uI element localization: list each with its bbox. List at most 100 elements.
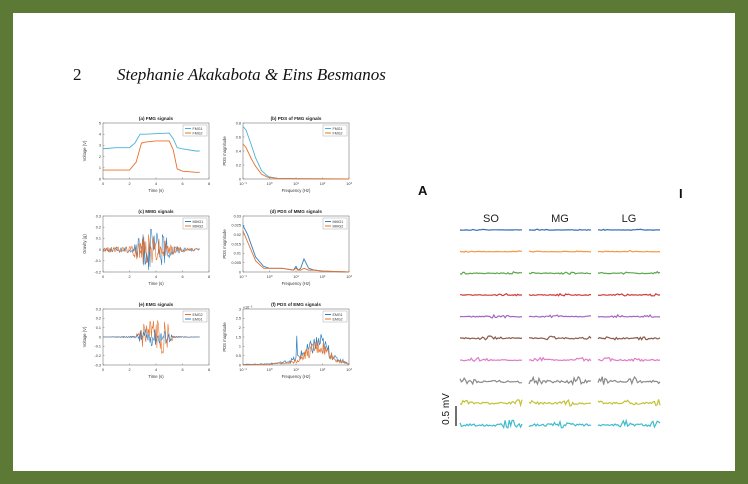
y-tick-label: 1.5 bbox=[236, 335, 241, 339]
trace-2-mg bbox=[528, 250, 592, 253]
panel-d-xlabel: Frequency (Hz) bbox=[282, 281, 311, 286]
legend-label: MMG1 bbox=[333, 220, 344, 224]
panel-b-xlabel: Frequency (Hz) bbox=[282, 188, 311, 193]
y-tick-label: 0.5 bbox=[236, 354, 241, 358]
y-tick-label: 0 bbox=[239, 270, 241, 274]
column-header-so: SO bbox=[483, 213, 499, 225]
x-tick-label: 10² bbox=[320, 275, 326, 279]
scale-bar-label: 0.5 mV bbox=[441, 393, 452, 425]
x-tick-label: 10⁰ bbox=[267, 182, 273, 186]
x-tick-label: 10⁰ bbox=[267, 368, 273, 372]
panel-a-title: (a) FMG signals bbox=[139, 116, 174, 121]
trace-1-lg bbox=[597, 228, 661, 232]
y-tick-label: 2.5 bbox=[236, 317, 241, 321]
page-number: 2 bbox=[73, 65, 82, 84]
series-MMG1 bbox=[242, 225, 350, 273]
y-tick-label: 0.2 bbox=[96, 317, 101, 321]
column-header-lg: LG bbox=[622, 213, 637, 225]
y-tick-label: 3 bbox=[99, 144, 101, 148]
y-tick-label: 0.4 bbox=[236, 149, 241, 153]
trace-2-so bbox=[459, 250, 523, 253]
panel-e-legend bbox=[182, 310, 208, 323]
trace-4-so bbox=[460, 292, 523, 297]
x-tick-label: 4 bbox=[155, 275, 157, 279]
x-tick-label: 2 bbox=[128, 368, 130, 372]
x-tick-label: 10⁻¹ bbox=[239, 275, 247, 279]
legend-label: EMG1 bbox=[193, 317, 203, 321]
series-MMG1 bbox=[102, 228, 200, 270]
y-tick-label: 0.02 bbox=[234, 233, 241, 237]
panel-f-xlabel: Frequency (Hz) bbox=[282, 374, 311, 379]
legend-label: MMG1 bbox=[193, 220, 204, 224]
y-tick-label: 0.1 bbox=[96, 237, 101, 241]
y-tick-label: 0.2 bbox=[236, 163, 241, 167]
panel-c-title: (c) MMG signals bbox=[138, 209, 174, 214]
x-tick-label: 10¹ bbox=[293, 182, 299, 186]
y-tick-label: 1 bbox=[239, 345, 241, 349]
trace-2-lg bbox=[597, 250, 661, 253]
trace-10-mg bbox=[528, 419, 592, 429]
signal-figure-grid: (a) FMG signals Time (s) Voltage (V) 0 2 4 6 8 0… bbox=[82, 116, 352, 379]
series-MMG2 bbox=[242, 230, 350, 273]
column-header-mg: MG bbox=[551, 213, 569, 225]
panel-e: (e) EMG signals Time (s) Voltage (V) 0 2 4 6 8 -… bbox=[82, 302, 210, 379]
panel-cut-label: I bbox=[679, 186, 683, 201]
author-line: Stephanie Akakabota & Eins Besmanos bbox=[117, 65, 386, 84]
y-tick-label: 0.03 bbox=[234, 214, 241, 218]
legend-label: FMG2 bbox=[193, 131, 203, 135]
y-tick-label: 0.6 bbox=[236, 135, 241, 139]
trace-8-so bbox=[459, 377, 523, 386]
legend-label: FMG1 bbox=[333, 127, 343, 131]
panel-a: (a) FMG signals Time (s) Voltage (V) 0 2 4 6 8 0… bbox=[82, 116, 210, 193]
x-tick-label: 10² bbox=[320, 368, 326, 372]
x-tick-label: 8 bbox=[208, 182, 210, 186]
x-tick-label: 10¹ bbox=[293, 275, 299, 279]
y-tick-label: -0.2 bbox=[94, 270, 101, 274]
panel-b-title: (b) PDS of FMG signals bbox=[271, 116, 322, 121]
series-FMG2 bbox=[103, 140, 200, 173]
panel-e-ylabel: Voltage (V) bbox=[82, 326, 87, 347]
y-tick-label: -0.2 bbox=[94, 354, 101, 358]
trace-3-mg bbox=[528, 271, 592, 276]
panel-c-legend bbox=[182, 217, 208, 230]
panel-b-legend bbox=[322, 124, 348, 137]
panel-c-ylabel: Gravity (g) bbox=[82, 234, 87, 254]
trace-8-lg bbox=[597, 375, 661, 386]
y-tick-label: 0.1 bbox=[96, 326, 101, 330]
y-tick-label: 1 bbox=[99, 166, 101, 170]
trace-7-lg bbox=[597, 357, 661, 363]
panel-f: (f) PDS of EMG signals Frequency (Hz) PDS … bbox=[222, 302, 352, 379]
y-tick-label: 0.8 bbox=[236, 121, 241, 125]
trace-5-so bbox=[459, 313, 523, 319]
x-tick-label: 10¹ bbox=[293, 368, 299, 372]
x-tick-label: 6 bbox=[181, 275, 183, 279]
y-tick-label: -0.1 bbox=[94, 345, 101, 349]
trace-1-so bbox=[459, 228, 523, 232]
y-tick-label: 2 bbox=[99, 155, 101, 159]
y-tick-label: -0.3 bbox=[94, 363, 101, 367]
y-tick-label: 0.015 bbox=[231, 242, 241, 246]
x-tick-label: 10³ bbox=[346, 275, 352, 279]
panel-c-xlabel: Time (s) bbox=[148, 281, 164, 286]
x-tick-label: 10⁻¹ bbox=[239, 368, 247, 372]
trace-3-so bbox=[459, 271, 523, 275]
trace-10-lg bbox=[597, 418, 661, 429]
series-EMG2 bbox=[242, 340, 350, 366]
panel-f-legend bbox=[322, 310, 348, 323]
x-tick-label: 4 bbox=[155, 368, 157, 372]
y-tick-label: 0.2 bbox=[96, 226, 101, 230]
x-tick-label: 10² bbox=[320, 182, 326, 186]
legend-label: EMG2 bbox=[333, 317, 343, 321]
y-tick-label: 3 bbox=[239, 307, 241, 311]
y-tick-label: 0 bbox=[239, 177, 241, 181]
panel-e-xlabel: Time (s) bbox=[148, 374, 164, 379]
panel-a-legend bbox=[182, 124, 208, 137]
x-tick-label: 6 bbox=[181, 182, 183, 186]
y-tick-label: 4 bbox=[99, 133, 101, 137]
trace-8-mg bbox=[528, 375, 592, 387]
panel-c: (c) MMG signals Time (s) Gravity (g) 0 2 4 6 8 -… bbox=[82, 209, 210, 286]
y-tick-label: 0 bbox=[99, 177, 101, 181]
trace-7-so bbox=[459, 356, 523, 362]
page-header: 2 Stephanie Akakabota & Eins Besmanos bbox=[73, 65, 386, 85]
trace-4-mg bbox=[528, 292, 591, 297]
